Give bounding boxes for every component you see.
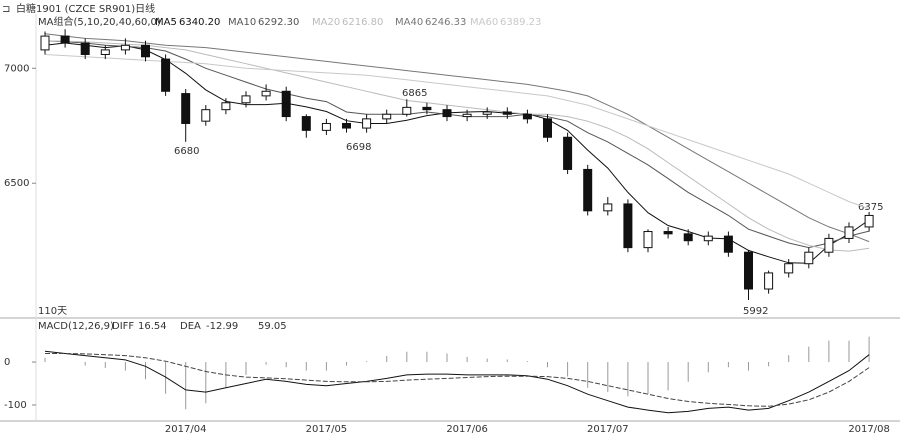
y-tick-label: 7000	[4, 63, 29, 74]
candle-body	[462, 113, 472, 118]
y-tick-label: -100	[4, 400, 27, 411]
legend-value: 6246.33	[425, 17, 466, 28]
volume-note: 110天	[38, 306, 67, 317]
candle-body	[181, 93, 191, 124]
candle-body	[161, 58, 171, 92]
candle-body	[703, 235, 713, 242]
ma-line	[44, 33, 870, 243]
y-tick-label: 0	[4, 357, 10, 368]
candle-body	[784, 263, 794, 274]
candle-body	[40, 35, 50, 51]
legend-value: 59.05	[258, 321, 287, 332]
legend-name: MA20	[312, 17, 340, 28]
candle-body	[603, 203, 613, 212]
macd-line	[44, 350, 870, 414]
candle-body	[683, 233, 693, 242]
candle-body	[281, 90, 291, 118]
legend-value: -12.99	[206, 321, 238, 332]
candle-body	[60, 35, 70, 44]
candle-body	[643, 231, 653, 249]
macd-title: MACD(12,26,9)	[38, 321, 114, 332]
legend-value: 6340.20	[179, 17, 220, 28]
legend-name: DIFF	[112, 321, 134, 332]
candle-body	[342, 122, 351, 129]
candle-body	[502, 111, 512, 115]
candle-body	[563, 136, 573, 170]
legend-name: MA10	[228, 17, 256, 28]
candle-body	[321, 122, 331, 131]
annotation: 6680	[174, 146, 199, 157]
candle-body	[744, 251, 753, 290]
x-tick-label: 2017/08	[848, 424, 890, 435]
candle-body	[723, 235, 733, 253]
candle-body	[301, 116, 311, 131]
annotation: 6375	[858, 202, 883, 213]
annotation: 6698	[346, 142, 371, 153]
candle-body	[382, 113, 392, 120]
candle-body	[663, 231, 673, 235]
legend-value: 6292.30	[258, 17, 299, 28]
legend-value: 6389.23	[500, 17, 541, 28]
candle-body	[221, 102, 231, 111]
ma-line	[44, 40, 870, 252]
candle-body	[844, 226, 854, 239]
candle-body	[422, 106, 432, 111]
candle-body	[864, 214, 874, 228]
candle-body	[201, 109, 211, 122]
candle-body	[141, 44, 150, 58]
legend-name: MA40	[395, 17, 423, 28]
ma-line	[44, 54, 870, 210]
candle-body	[824, 237, 834, 253]
candle-body	[120, 44, 130, 51]
candle-body	[261, 90, 271, 97]
x-tick-label: 2017/07	[587, 424, 629, 435]
x-tick-label: 2017/06	[446, 424, 488, 435]
macd-line	[45, 353, 870, 407]
candle-body	[402, 106, 412, 115]
legend-value: 6216.80	[342, 17, 383, 28]
candle-body	[442, 109, 452, 118]
legend-name: MA60	[470, 17, 498, 28]
ma-line	[44, 40, 870, 249]
legend-title: MA组合(5,10,20,40,60,0)	[38, 15, 161, 28]
chart-title: 白糖1901 (CZCE SR901)日线	[16, 2, 155, 15]
candle-body	[623, 203, 633, 249]
candle-body	[100, 49, 110, 55]
candle-body	[482, 111, 492, 115]
candle-body	[583, 168, 593, 212]
x-tick-label: 2017/04	[165, 424, 207, 435]
y-tick-label: 6500	[4, 178, 29, 189]
candle-body	[804, 251, 814, 265]
candle-body	[543, 118, 552, 138]
icon: ⊐	[2, 4, 10, 15]
legend-name: MA5	[155, 17, 177, 28]
x-tick-label: 2017/05	[306, 424, 348, 435]
legend-name: DEA	[180, 321, 201, 332]
legend-value: 16.54	[138, 321, 167, 332]
annotation: 6865	[402, 88, 427, 99]
candle-body	[764, 272, 774, 290]
candle-body	[522, 113, 532, 120]
candle-body	[80, 42, 90, 55]
candle-body	[241, 95, 251, 104]
annotation: 5992	[743, 306, 768, 317]
candle-body	[362, 118, 372, 129]
